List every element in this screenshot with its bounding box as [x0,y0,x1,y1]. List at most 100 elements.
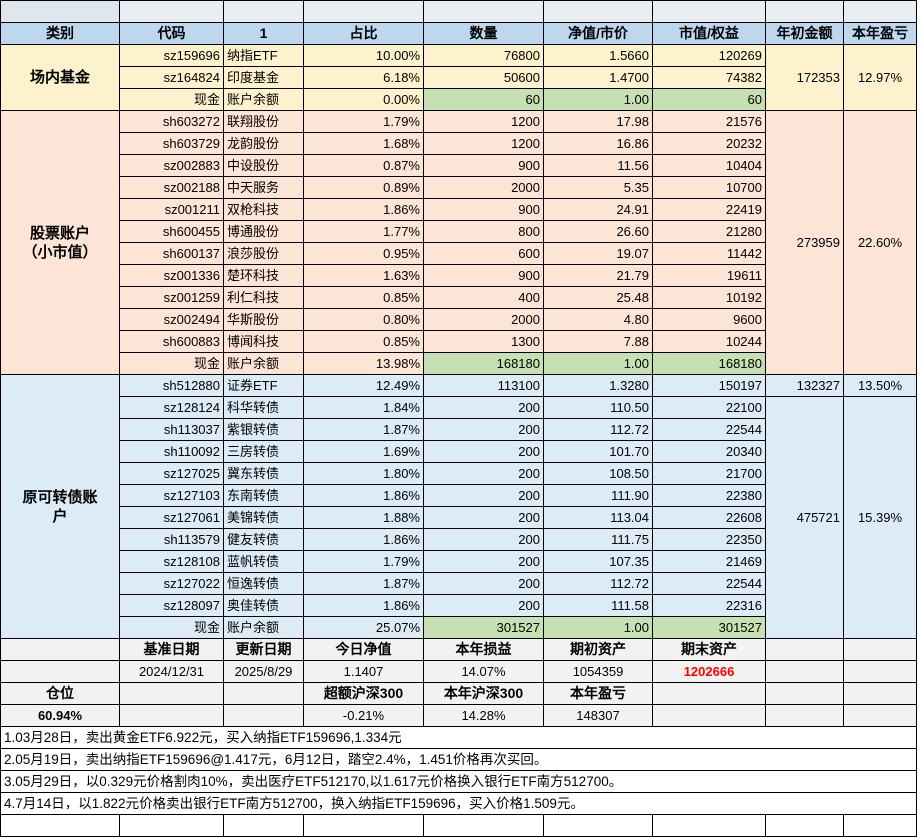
cell-price[interactable]: 11.56 [543,154,653,177]
cell-value[interactable]: 22608 [652,506,766,529]
cell-name[interactable]: 恒逸转债 [223,572,304,595]
cell-ratio[interactable]: 1.86% [303,528,424,551]
summary2-header-0[interactable]: 超额沪深300 [303,682,424,705]
cell-price[interactable]: 110.50 [543,396,653,419]
cell-name[interactable]: 联翔股份 [223,110,304,133]
cell-price[interactable]: 16.86 [543,132,653,155]
cell-ratio[interactable]: 1.79% [303,550,424,573]
cell-value[interactable]: 22544 [652,418,766,441]
cell-ratio[interactable]: 0.85% [303,286,424,309]
cell-ratio[interactable]: 1.63% [303,264,424,287]
note-row-3[interactable]: 4.7月14日，以1.822元价格卖出银行ETF南方512700，换入纳指ETF… [0,792,917,815]
column-header-8[interactable]: 本年盈亏 [843,22,917,45]
cell-value[interactable]: 22419 [652,198,766,221]
cell-ratio[interactable]: 1.79% [303,110,424,133]
cell-ratio[interactable]: 25.07% [303,616,424,639]
cell-name[interactable]: 账户余额 [223,616,304,639]
cell-qty[interactable]: 200 [423,572,544,595]
cell-value[interactable]: 22100 [652,396,766,419]
cell-name[interactable]: 浪莎股份 [223,242,304,265]
cell-code[interactable]: sh600883 [119,330,224,353]
cell-ratio[interactable]: 1.84% [303,396,424,419]
cell-code[interactable]: sz164824 [119,66,224,89]
cell-code[interactable]: sz128097 [119,594,224,617]
cell-code[interactable]: sh110092 [119,440,224,463]
cell-price[interactable]: 7.88 [543,330,653,353]
cell-qty[interactable]: 200 [423,484,544,507]
cell-code[interactable]: sz001259 [119,286,224,309]
section-start-amount[interactable]: 273959 [765,110,844,375]
cell-value[interactable]: 20340 [652,440,766,463]
cell-name[interactable]: 美锦转债 [223,506,304,529]
cell-ratio[interactable]: 13.98% [303,352,424,375]
cell-price[interactable]: 24.91 [543,198,653,221]
cell-price[interactable]: 21.79 [543,264,653,287]
cell-price[interactable]: 1.00 [543,88,653,111]
cell-ratio[interactable]: 1.87% [303,572,424,595]
note-row-2[interactable]: 3.05月29日，以0.329元价格割肉10%，卖出医疗ETF512170,以1… [0,770,917,793]
cell-qty[interactable]: 1300 [423,330,544,353]
summary-value-5[interactable]: 1202666 [652,660,766,683]
etf-start-amount[interactable]: 132327 [765,374,844,397]
cell-price[interactable]: 1.3280 [543,374,653,397]
cell-qty[interactable]: 76800 [423,44,544,67]
cell-name[interactable]: 双枪科技 [223,198,304,221]
cell-name[interactable]: 中设股份 [223,154,304,177]
cell-code[interactable]: sh600455 [119,220,224,243]
column-header-2[interactable]: 1 [223,22,304,45]
cell-name[interactable]: 奥佳转债 [223,594,304,617]
cell-code[interactable]: sh113037 [119,418,224,441]
cell-name[interactable]: 华斯股份 [223,308,304,331]
cell-qty[interactable]: 200 [423,594,544,617]
section-year-pnl[interactable]: 22.60% [843,110,917,375]
cell-name[interactable]: 龙韵股份 [223,132,304,155]
cell-price[interactable]: 107.35 [543,550,653,573]
cell-qty[interactable]: 1200 [423,110,544,133]
cell-price[interactable]: 112.72 [543,572,653,595]
cell-qty[interactable]: 200 [423,528,544,551]
etf-year-pnl[interactable]: 13.50% [843,374,917,397]
cell-name[interactable]: 印度基金 [223,66,304,89]
cell-code[interactable]: sz002883 [119,154,224,177]
summary-header-2[interactable]: 今日净值 [303,638,424,661]
summary-value-4[interactable]: 1054359 [543,660,653,683]
column-header-1[interactable]: 代码 [119,22,224,45]
section-start-amount[interactable]: 475721 [765,396,844,639]
cell-code[interactable]: sz001336 [119,264,224,287]
cell-value[interactable]: 10192 [652,286,766,309]
cell-price[interactable]: 1.00 [543,352,653,375]
cell-price[interactable]: 112.72 [543,418,653,441]
summary-header-1[interactable]: 更新日期 [223,638,304,661]
cell-qty[interactable]: 900 [423,154,544,177]
cell-qty[interactable]: 50600 [423,66,544,89]
summary-value-1[interactable]: 2025/8/29 [223,660,304,683]
cell-qty[interactable]: 2000 [423,176,544,199]
cell-value[interactable]: 60 [652,88,766,111]
cell-price[interactable]: 4.80 [543,308,653,331]
cell-value[interactable]: 11442 [652,242,766,265]
cell-code[interactable]: sz127103 [119,484,224,507]
cell-value[interactable]: 20232 [652,132,766,155]
cell-qty[interactable]: 168180 [423,352,544,375]
cell-value[interactable]: 74382 [652,66,766,89]
cell-value[interactable]: 21700 [652,462,766,485]
cell-value[interactable]: 21280 [652,220,766,243]
cell-ratio[interactable]: 1.86% [303,484,424,507]
cell-ratio[interactable]: 1.87% [303,418,424,441]
cell-price[interactable]: 26.60 [543,220,653,243]
summary2-value-2[interactable]: 148307 [543,704,653,727]
cell-code[interactable]: sh600137 [119,242,224,265]
cell-code[interactable]: sz127061 [119,506,224,529]
cell-ratio[interactable]: 1.86% [303,198,424,221]
cell-qty[interactable]: 800 [423,220,544,243]
cell-ratio[interactable]: 1.69% [303,440,424,463]
cell-ratio[interactable]: 0.00% [303,88,424,111]
cell-ratio[interactable]: 12.49% [303,374,424,397]
cell-code[interactable]: 现金 [119,88,224,111]
cell-ratio[interactable]: 1.77% [303,220,424,243]
summary-header-0[interactable]: 基准日期 [119,638,224,661]
summary2-value-1[interactable]: 14.28% [423,704,544,727]
cell-name[interactable]: 紫银转债 [223,418,304,441]
cell-qty[interactable]: 600 [423,242,544,265]
cell-name[interactable]: 楚环科技 [223,264,304,287]
